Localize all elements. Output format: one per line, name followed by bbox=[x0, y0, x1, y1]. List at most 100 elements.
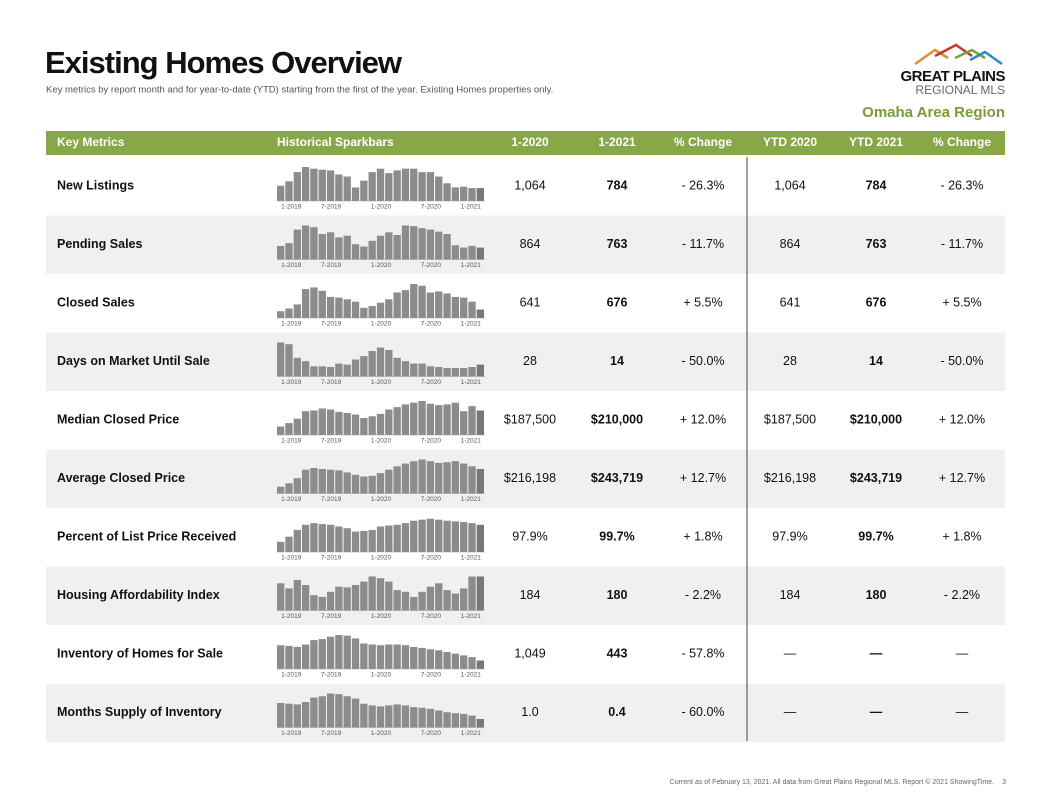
sparkbar bbox=[401, 290, 410, 318]
sparkbar bbox=[426, 229, 435, 260]
metric-name: Pending Sales bbox=[57, 237, 142, 251]
sparkbar bbox=[285, 308, 293, 318]
sparkbar bbox=[376, 235, 385, 260]
sparkbar bbox=[435, 231, 443, 260]
row-bg bbox=[46, 215, 1005, 274]
spark-label: 1-2021 bbox=[461, 730, 482, 737]
sparkbar bbox=[318, 696, 326, 728]
spark-label: 7-2020 bbox=[421, 496, 442, 503]
sparkbar bbox=[360, 581, 368, 611]
spark-label: 1-2019 bbox=[281, 379, 302, 386]
sparkbar bbox=[376, 347, 385, 377]
sparkbar bbox=[418, 519, 426, 552]
sparkbar bbox=[351, 414, 360, 435]
spark-label: 1-2019 bbox=[281, 321, 302, 328]
cell-value: — bbox=[870, 646, 883, 660]
sparkbar bbox=[385, 581, 393, 611]
cell-value: + 5.5% bbox=[683, 295, 722, 309]
sparkbar bbox=[435, 519, 443, 552]
sparkbar bbox=[301, 644, 310, 669]
spark-label: 7-2019 bbox=[321, 730, 342, 737]
sparkbar bbox=[310, 468, 318, 494]
sparkbar bbox=[426, 518, 435, 552]
sparkbar bbox=[401, 463, 410, 494]
sparkbar bbox=[451, 245, 460, 260]
sparkbar bbox=[410, 168, 418, 201]
sparkbar bbox=[418, 401, 426, 435]
sparkbar bbox=[476, 309, 484, 318]
column-header: 1-2021 bbox=[598, 135, 636, 149]
cell-value: 14 bbox=[610, 354, 624, 368]
sparkbar bbox=[368, 416, 376, 435]
sparkbar bbox=[468, 366, 476, 377]
spark-label: 1-2021 bbox=[461, 379, 482, 386]
cell-value: $243,719 bbox=[850, 471, 902, 485]
cell-value: - 2.2% bbox=[685, 588, 721, 602]
sparkbar bbox=[360, 643, 368, 669]
sparkbar bbox=[451, 593, 460, 611]
sparkbar bbox=[393, 704, 401, 728]
spark-label: 1-2020 bbox=[371, 496, 392, 503]
sparkbar bbox=[393, 524, 401, 552]
sparkbar bbox=[426, 292, 435, 318]
cell-value: + 1.8% bbox=[942, 529, 981, 543]
row-bg bbox=[46, 683, 1005, 742]
sparkbar bbox=[285, 703, 293, 728]
spark-label: 1-2020 bbox=[371, 613, 392, 620]
cell-value: - 2.2% bbox=[944, 588, 980, 602]
region: Omaha Area Region bbox=[862, 104, 1005, 121]
sparkbar bbox=[301, 469, 310, 494]
sparkbar bbox=[293, 172, 301, 201]
column-header: % Change bbox=[933, 135, 991, 149]
sparkbar bbox=[435, 583, 443, 611]
sparkbar bbox=[310, 366, 318, 377]
spark-label: 1-2019 bbox=[281, 730, 302, 737]
sparkbar bbox=[476, 247, 484, 260]
sparkbar bbox=[451, 521, 460, 552]
sparkbar bbox=[351, 585, 360, 611]
sparkbar bbox=[468, 301, 476, 318]
sparkbar bbox=[335, 694, 343, 728]
sparkbar bbox=[418, 285, 426, 318]
logo-line1: GREAT PLAINS bbox=[900, 68, 1005, 85]
sparkbar bbox=[335, 635, 343, 669]
sparkbar bbox=[343, 176, 351, 201]
sparkbar bbox=[451, 296, 460, 318]
cell-value: - 26.3% bbox=[681, 178, 724, 192]
sparkbar bbox=[318, 169, 326, 201]
spark-label: 7-2019 bbox=[321, 204, 342, 211]
sparkbar bbox=[318, 524, 326, 552]
sparkbar bbox=[343, 528, 351, 552]
sparkbar bbox=[335, 297, 343, 318]
cell-value: $210,000 bbox=[591, 412, 643, 426]
sparkbar bbox=[285, 588, 293, 611]
spark-label: 1-2019 bbox=[281, 672, 302, 679]
spark-label: 1-2021 bbox=[461, 438, 482, 445]
sparkbar bbox=[460, 186, 468, 201]
sparkbar bbox=[435, 176, 443, 201]
sparkbar bbox=[277, 541, 285, 552]
sparkbar bbox=[410, 596, 418, 611]
sparkbar bbox=[343, 235, 351, 260]
cell-value: 1.0 bbox=[521, 705, 538, 719]
cell-value: 180 bbox=[866, 588, 887, 602]
spark-label: 7-2020 bbox=[421, 672, 442, 679]
sparkbar bbox=[376, 526, 385, 552]
sparkbar bbox=[410, 226, 418, 260]
sparkbar bbox=[443, 520, 451, 552]
metric-name: Inventory of Homes for Sale bbox=[57, 646, 223, 660]
sparkbar bbox=[293, 704, 301, 728]
spark-label: 7-2019 bbox=[321, 613, 342, 620]
spark-label: 1-2019 bbox=[281, 496, 302, 503]
sparkbar bbox=[277, 342, 285, 377]
sparkbar bbox=[410, 646, 418, 669]
sparkbar bbox=[293, 478, 301, 494]
row-bg bbox=[46, 449, 1005, 508]
sparkbar bbox=[301, 289, 310, 318]
sparkbar bbox=[443, 368, 451, 377]
spark-label: 7-2020 bbox=[421, 730, 442, 737]
sparkbar bbox=[301, 411, 310, 435]
sparkbar bbox=[351, 638, 360, 669]
sparkbar bbox=[410, 707, 418, 728]
